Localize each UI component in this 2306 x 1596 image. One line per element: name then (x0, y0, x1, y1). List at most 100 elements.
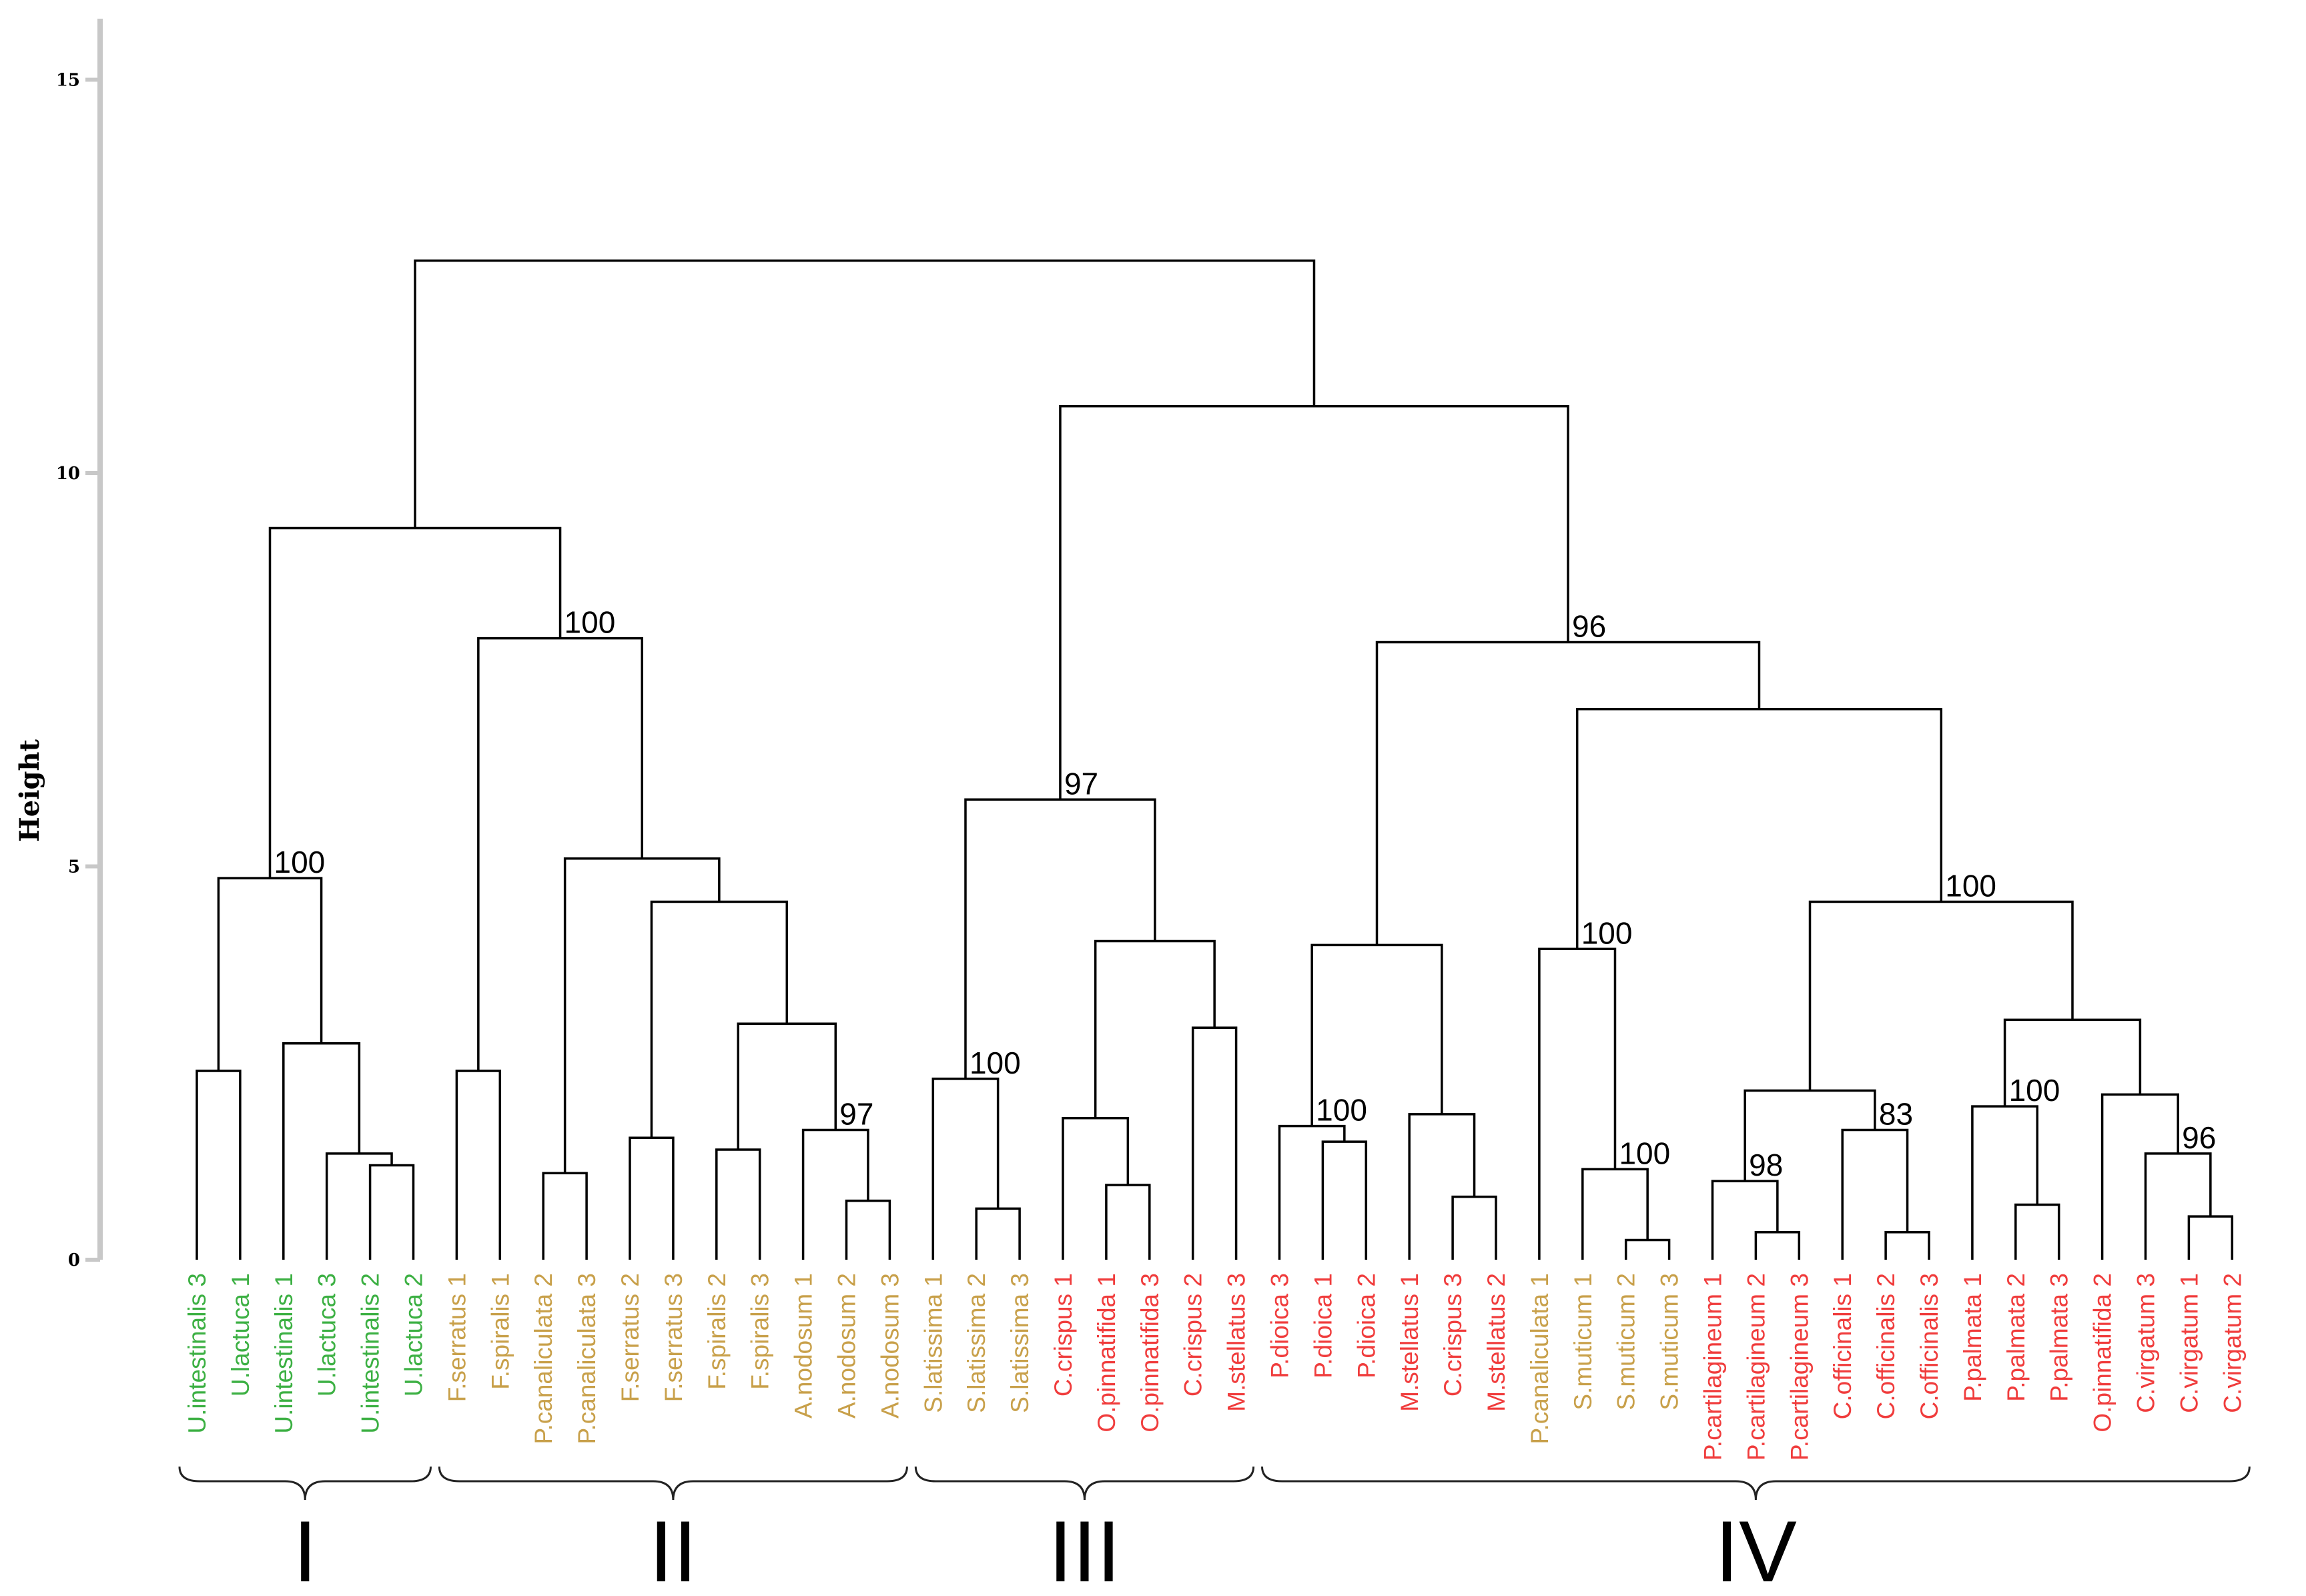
branch-g7 (1808, 900, 2074, 1091)
branch-c1 (975, 1207, 1021, 1260)
leaf-label: P.palmata 1 (1959, 1273, 1986, 1402)
branch-b2 (542, 1172, 588, 1260)
branch-f2 (1711, 1180, 1779, 1260)
y-tick-label: 15 (56, 71, 80, 91)
leaf-label: O.pinnatifida 2 (2089, 1273, 2117, 1433)
leaf-label: S.muticum 2 (1613, 1273, 1640, 1411)
leaf-label: U.intestinalis 1 (270, 1273, 298, 1434)
branch-b10 (477, 637, 644, 1072)
leaf-label: C.virgatum 3 (2133, 1273, 2160, 1413)
branch-c6 (1094, 939, 1216, 1118)
branch-e1 (1624, 1238, 1671, 1260)
leaf-label: P.canaliculata 2 (530, 1273, 557, 1444)
leaf-label: C.officinalis 1 (1829, 1273, 1856, 1419)
y-axis: 0 5 10 15 (56, 19, 103, 1270)
leaf-label: F.serratus 3 (660, 1273, 687, 1402)
leaf-label: O.pinnatifida 1 (1093, 1273, 1120, 1433)
leaf-label: F.serratus 2 (617, 1273, 644, 1402)
group-label: IV (1715, 1503, 1797, 1596)
leaf-label: P.cartilagineum 1 (1699, 1273, 1727, 1461)
branch-b8 (650, 900, 789, 1138)
branch-b6 (801, 1128, 869, 1260)
bootstrap-supports: 100 97 100 100 97 100 100 100 98 83 100 96 100 96 (274, 605, 2217, 1183)
group-brace (914, 1466, 1255, 1501)
support-value: 97 (839, 1096, 873, 1131)
leaf-label: C.crispus 2 (1180, 1273, 1207, 1396)
support-value: 96 (2182, 1120, 2216, 1155)
leaf-label: A.nodosum 3 (876, 1273, 903, 1419)
group-brace (1261, 1466, 2251, 1501)
leaf-label: P.dioica 1 (1309, 1273, 1336, 1378)
branch-f1 (1754, 1230, 1801, 1260)
leaf-label: P.dioica 2 (1353, 1273, 1380, 1378)
leaf-label: U.intestinalis 3 (183, 1273, 211, 1434)
leaf-label: S.muticum 1 (1569, 1273, 1597, 1411)
branch-g2 (1971, 1105, 2038, 1260)
branch-a4 (282, 1042, 361, 1260)
branch-h3 (1059, 405, 1569, 800)
group-brace (178, 1466, 432, 1501)
support-value: 100 (1619, 1136, 1670, 1170)
group-brace (438, 1466, 908, 1501)
leaf-label: P.dioica 3 (1266, 1273, 1294, 1378)
branch-a3 (325, 1152, 393, 1260)
support-value: 100 (274, 845, 326, 879)
branch-d1 (1321, 1140, 1368, 1260)
leaf-label: M.stellatus 3 (1223, 1273, 1250, 1412)
branch-g4 (2144, 1152, 2212, 1260)
branch-h1 (1575, 707, 1942, 949)
leaf-label: A.nodosum 2 (833, 1273, 861, 1419)
leaf-label: P.cartilagineum 2 (1742, 1273, 1770, 1461)
leaf-label: S.latissima 3 (1006, 1273, 1034, 1413)
branch-c4 (1062, 1117, 1130, 1260)
branch-a1 (196, 1070, 242, 1260)
branch-c5 (1191, 1026, 1238, 1260)
leaf-label: S.latissima 2 (963, 1273, 990, 1413)
branch-f3 (1884, 1230, 1930, 1260)
group-label: III (1048, 1503, 1120, 1596)
support-value: 98 (1749, 1148, 1783, 1182)
branch-root (414, 259, 1316, 528)
branch-h2 (1375, 641, 1761, 945)
branch-c3 (1105, 1184, 1151, 1260)
branch-a5 (217, 877, 323, 1072)
branch-b9 (563, 857, 721, 1174)
support-value: 100 (2009, 1073, 2060, 1108)
leaf-label: U.lactuca 3 (314, 1273, 341, 1396)
branch-d3 (1451, 1195, 1497, 1260)
leaf-label: S.latissima 1 (919, 1273, 947, 1413)
branch-a2 (368, 1164, 415, 1260)
leaf-label: O.pinnatifida 3 (1136, 1273, 1164, 1433)
branch-b4 (715, 1148, 761, 1260)
leaf-label: U.intestinalis 2 (357, 1273, 384, 1434)
y-tick-label: 5 (68, 857, 80, 877)
leaf-label: A.nodosum 1 (790, 1273, 817, 1419)
branch-b5 (845, 1199, 891, 1260)
leaf-label: U.lactuca 1 (227, 1273, 254, 1396)
branch-c2 (931, 1078, 1000, 1260)
leaf-label: C.virgatum 1 (2175, 1273, 2203, 1413)
branch-e3 (1538, 947, 1617, 1260)
support-value: 100 (564, 605, 616, 640)
support-value: 100 (970, 1046, 1021, 1080)
y-tick-label: 0 (68, 1250, 80, 1270)
y-axis-label: Height (14, 739, 45, 841)
support-value: 100 (1945, 869, 1996, 903)
branch-b3 (629, 1136, 675, 1260)
support-value: 97 (1064, 766, 1098, 801)
branch-d2 (1278, 1124, 1346, 1260)
branch-g6 (2003, 1018, 2142, 1107)
leaf-label: M.stellatus 1 (1396, 1273, 1423, 1412)
leaf-label: P.palmata 2 (2002, 1273, 2030, 1402)
group-label: I (293, 1503, 317, 1596)
leaf-label: F.spiralis 1 (486, 1273, 514, 1390)
leaf-label: C.virgatum 2 (2219, 1273, 2246, 1413)
leaf-label: F.serratus 1 (443, 1273, 470, 1402)
branch-e2 (1581, 1168, 1649, 1260)
dendrogram-branches (196, 259, 2234, 1260)
leaf-label: C.crispus 1 (1050, 1273, 1077, 1396)
leaf-label: C.officinalis 3 (1916, 1273, 1943, 1419)
leaf-label: P.canaliculata 3 (573, 1273, 601, 1444)
leaf-label: C.officinalis 2 (1872, 1273, 1900, 1419)
group-label: II (649, 1503, 697, 1596)
